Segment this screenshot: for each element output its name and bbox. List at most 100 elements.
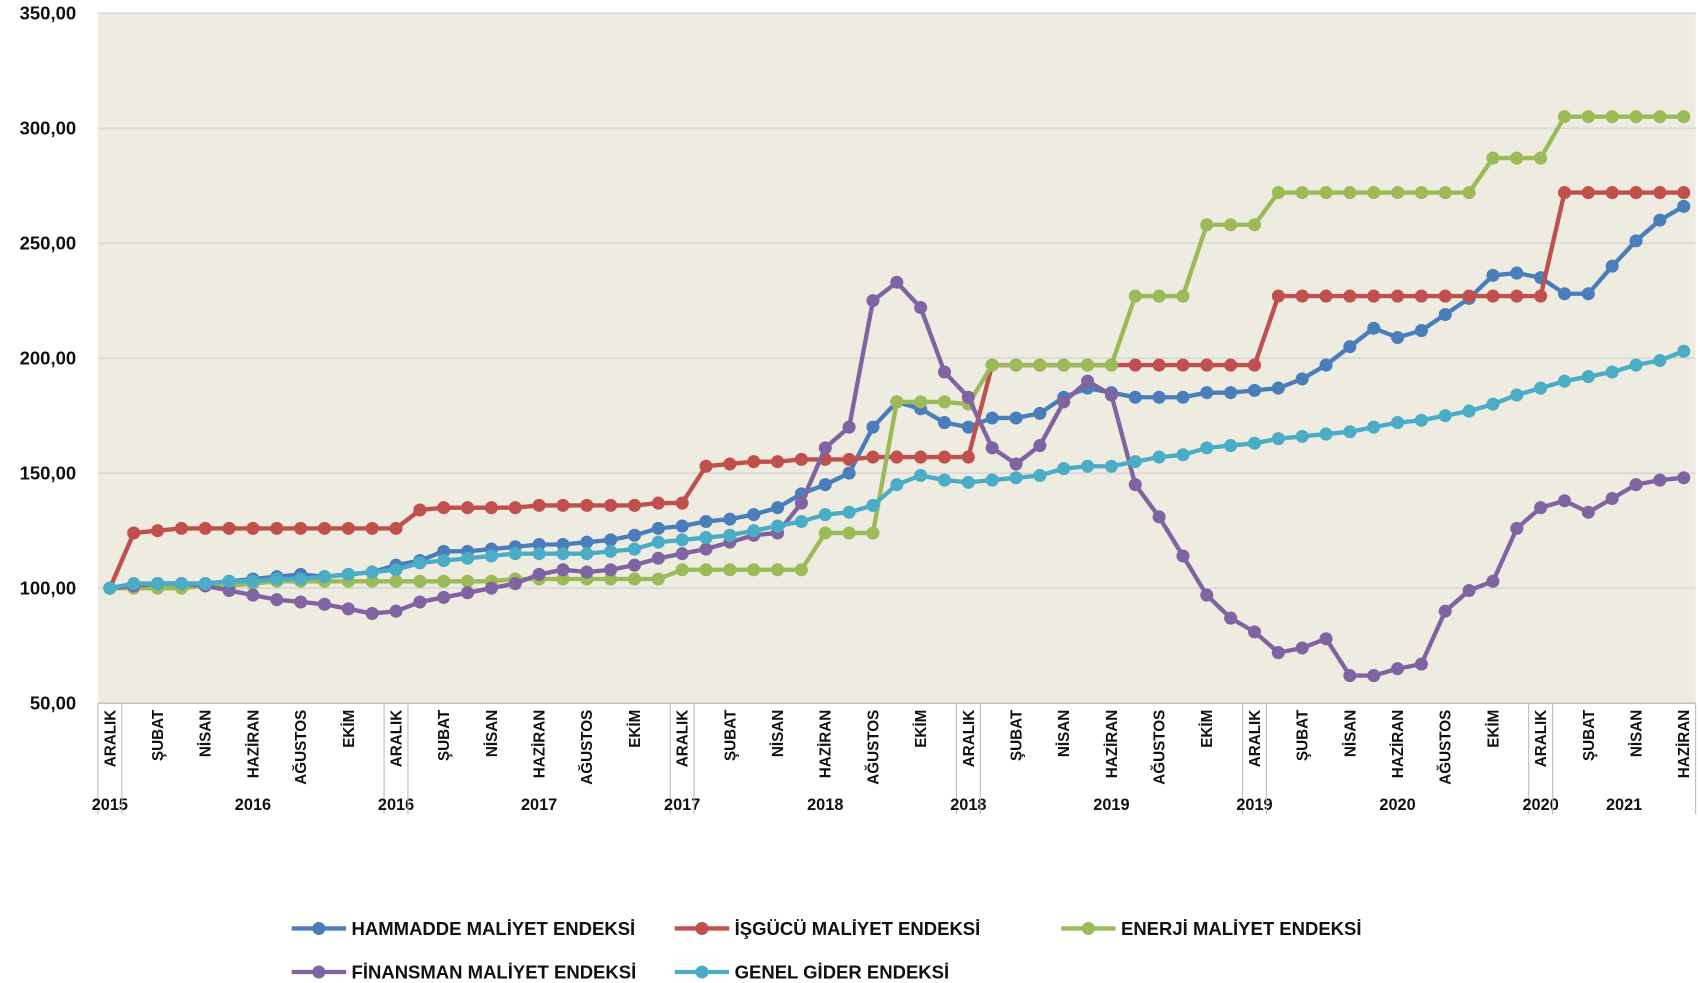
- data-point: [937, 395, 952, 409]
- data-point: [1033, 358, 1047, 372]
- data-point: [341, 521, 355, 535]
- data-point: [794, 452, 808, 466]
- data-point: [484, 549, 498, 563]
- data-point: [1200, 588, 1214, 602]
- data-point: [437, 554, 451, 568]
- data-point: [532, 567, 546, 581]
- data-point: [699, 542, 713, 556]
- data-point: [437, 590, 451, 604]
- data-point: [1295, 641, 1309, 655]
- data-point: [1271, 381, 1285, 395]
- data-point: [699, 563, 713, 577]
- data-point: [842, 452, 856, 466]
- data-point: [1510, 266, 1524, 280]
- data-point: [1343, 425, 1357, 439]
- data-point: [1557, 110, 1572, 124]
- data-point: [1009, 411, 1023, 425]
- data-point: [818, 478, 832, 492]
- data-point: [842, 526, 856, 540]
- data-point: [1033, 406, 1047, 420]
- data-point: [1414, 324, 1428, 338]
- data-point: [103, 581, 117, 595]
- data-point: [866, 450, 880, 464]
- x-tick-label: EKİM: [1485, 710, 1502, 748]
- x-tick-label: EKİM: [1199, 710, 1216, 748]
- data-point: [890, 395, 904, 409]
- data-point: [532, 547, 546, 561]
- data-point: [842, 420, 856, 434]
- data-point: [1057, 462, 1071, 476]
- data-point: [675, 547, 689, 561]
- data-point: [198, 521, 212, 535]
- data-point: [1534, 289, 1548, 303]
- data-point: [1462, 583, 1476, 598]
- data-point: [1367, 420, 1381, 434]
- x-group-label: 2020: [1522, 796, 1558, 814]
- x-tick-label: ŞUBAT: [722, 709, 739, 761]
- data-point: [1367, 321, 1381, 335]
- data-point: [1009, 358, 1023, 372]
- data-point: [771, 519, 785, 533]
- data-point: [723, 563, 737, 577]
- x-group-label: 2018: [950, 796, 986, 814]
- data-point: [1057, 395, 1071, 409]
- data-point: [1653, 110, 1667, 124]
- data-point: [961, 420, 975, 434]
- data-point: [1033, 468, 1047, 483]
- data-point: [675, 563, 689, 577]
- data-point: [914, 450, 928, 464]
- data-point: [556, 537, 570, 552]
- data-point: [866, 498, 880, 512]
- data-point: [365, 606, 379, 621]
- x-tick-label: ARALIK: [961, 710, 978, 768]
- data-point: [1104, 358, 1118, 372]
- x-tick-label: HAZİRAN: [245, 710, 262, 778]
- data-point: [914, 468, 928, 483]
- data-point: [461, 501, 475, 515]
- data-point: [461, 574, 475, 588]
- data-point: [604, 563, 618, 577]
- y-tick-label: 350,00: [20, 3, 77, 24]
- x-group-label: 2016: [378, 796, 414, 814]
- data-point: [627, 558, 642, 572]
- data-point: [794, 563, 808, 577]
- data-point: [866, 420, 880, 434]
- data-point: [961, 475, 975, 489]
- data-point: [508, 547, 522, 561]
- data-point: [1247, 383, 1262, 397]
- data-point: [985, 441, 999, 455]
- data-point: [1319, 289, 1333, 303]
- data-point: [246, 588, 260, 602]
- data-point: [604, 533, 618, 547]
- legend-marker: [312, 921, 326, 936]
- data-point: [675, 533, 689, 547]
- data-point: [747, 563, 761, 577]
- x-tick-label: ARALIK: [1247, 710, 1264, 768]
- data-point: [365, 521, 379, 535]
- data-point: [1295, 289, 1309, 303]
- data-point: [914, 301, 928, 315]
- data-point: [1033, 439, 1047, 453]
- y-tick-label: 250,00: [20, 233, 77, 254]
- data-point: [389, 563, 403, 577]
- data-point: [1200, 441, 1214, 455]
- data-point: [1581, 110, 1595, 124]
- data-point: [818, 526, 832, 540]
- x-group-label: 2016: [235, 796, 271, 814]
- data-point: [532, 498, 546, 512]
- data-point: [1486, 397, 1500, 411]
- data-point: [1486, 574, 1500, 588]
- data-point: [1605, 259, 1619, 273]
- data-point: [461, 551, 475, 565]
- x-group-label: 2017: [664, 796, 700, 814]
- x-group-label: 2015: [92, 796, 128, 814]
- data-point: [1557, 186, 1572, 200]
- data-point: [1557, 374, 1572, 388]
- data-point: [580, 498, 594, 512]
- x-group-label: 2019: [1093, 796, 1129, 814]
- data-point: [866, 294, 880, 308]
- data-point: [747, 455, 761, 469]
- data-point: [151, 524, 165, 538]
- data-point: [1581, 505, 1595, 519]
